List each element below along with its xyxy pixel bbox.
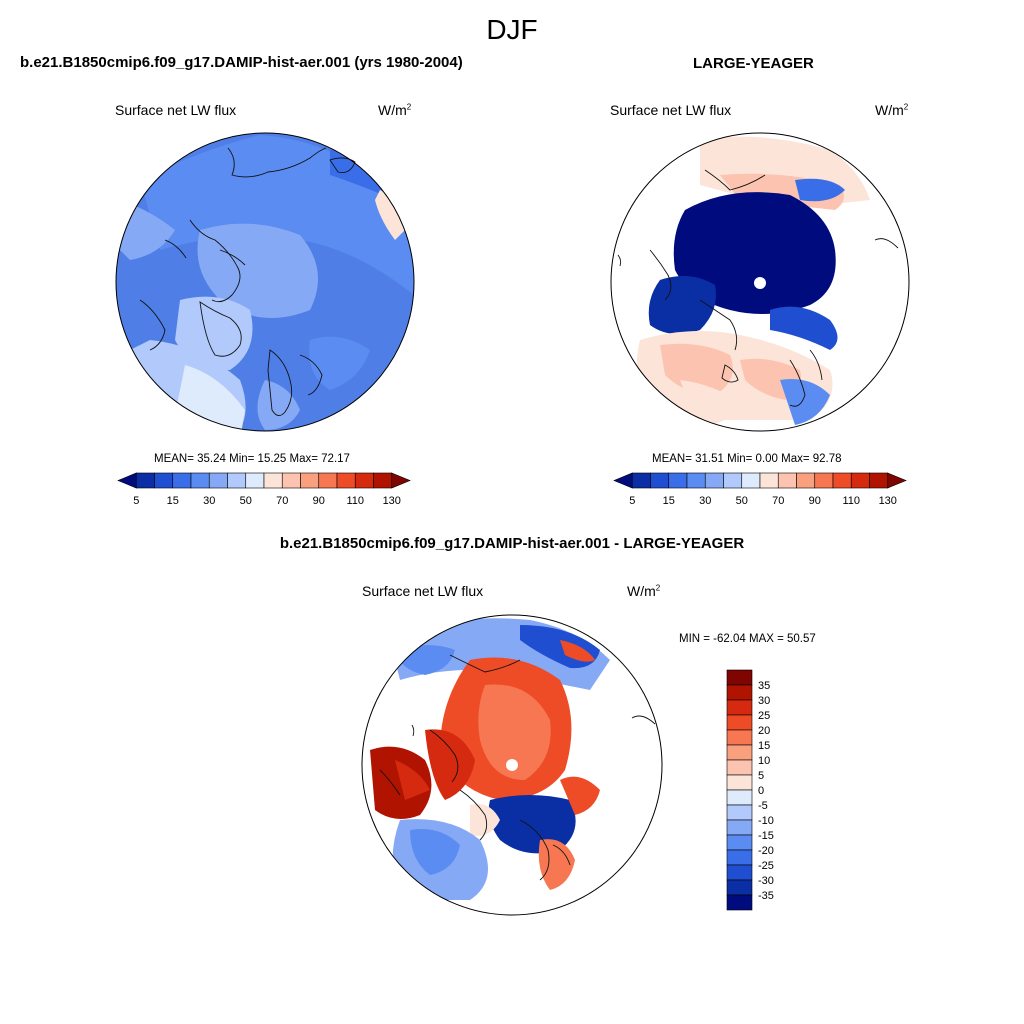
colorbar-diff-swatch xyxy=(726,789,753,806)
colorbar-panel2-swatch xyxy=(850,472,870,489)
colorbar-diff-swatch xyxy=(726,774,753,791)
colorbar-panel1-tick-label: 110 xyxy=(346,495,364,507)
colorbar-panel2-tick-label: 130 xyxy=(879,495,897,507)
colorbar-diff-tick-label: -10 xyxy=(758,815,774,827)
colorbar-panel1-swatch xyxy=(154,472,174,489)
panel1-title: b.e21.B1850cmip6.f09_g17.DAMIP-hist-aer.… xyxy=(20,54,463,71)
panel3-units: W/m2 xyxy=(627,583,661,599)
colorbar-panel1-swatch xyxy=(336,472,356,489)
colorbar-panel1: 5 15 30 50 70 90 110 130 xyxy=(117,472,411,507)
colorbar-diff-swatch xyxy=(726,684,753,701)
colorbar-diff-tick-label: -5 xyxy=(758,800,768,812)
colorbar-panel2-swatch xyxy=(759,472,779,489)
colorbar-diff-tick-label: 5 xyxy=(758,770,764,782)
colorbar-panel2-swatch xyxy=(832,472,852,489)
panel3-variable: Surface net LW flux xyxy=(362,583,484,599)
colorbar-panel1-swatch xyxy=(135,472,155,489)
colorbar-panel2-swatch xyxy=(668,472,688,489)
colorbar-diff-tick-label: 30 xyxy=(758,695,770,707)
panel2-title: LARGE-YEAGER xyxy=(693,55,814,72)
colorbar-diff-swatch xyxy=(726,864,753,881)
panel2-stats: MEAN= 31.51 Min= 0.00 Max= 92.78 xyxy=(652,453,842,465)
colorbar-panel1-tick-label: 70 xyxy=(276,495,288,507)
colorbar-panel2: 5 15 30 50 70 90 110 130 xyxy=(613,472,907,507)
colorbar-diff-swatch xyxy=(726,804,753,821)
colorbar-panel2-swatch xyxy=(741,472,761,489)
colorbar-diff-tick-label: 10 xyxy=(758,755,770,767)
colorbar-diff-swatch xyxy=(726,699,753,716)
panel3-stats: MIN = -62.04 MAX = 50.57 xyxy=(679,633,816,645)
colorbar-panel1-swatch xyxy=(318,472,338,489)
colorbar-diff-tick-label: 15 xyxy=(758,740,770,752)
colorbar-diff-swatch xyxy=(726,894,753,911)
panel3-map xyxy=(361,614,663,916)
colorbar-panel2-swatch xyxy=(704,472,724,489)
colorbar-panel2-tick-label: 70 xyxy=(772,495,784,507)
colorbar-diff: 35 30 25 20 15 10 5 0 -5 -10 -15 -20 -25 -30 -35 xyxy=(726,669,774,911)
colorbar-panel2-swatch xyxy=(869,472,889,489)
colorbar-panel1-swatch xyxy=(354,472,374,489)
colorbar-panel2-swatch xyxy=(686,472,706,489)
colorbar-diff-tick-label: -30 xyxy=(758,875,774,887)
panel2-map xyxy=(610,132,910,432)
colorbar-panel2-swatch xyxy=(777,472,797,489)
colorbar-panel2-swatch xyxy=(631,472,651,489)
colorbar-panel1-tick-label: 15 xyxy=(167,495,179,507)
colorbar-panel1-swatch xyxy=(373,472,393,489)
colorbar-panel1-tick-label: 50 xyxy=(240,495,252,507)
colorbar-diff-swatch xyxy=(726,849,753,866)
colorbar-diff-swatch xyxy=(726,714,753,731)
colorbar-diff-swatch xyxy=(726,669,753,686)
colorbar-diff-swatch xyxy=(726,729,753,746)
panel2-variable: Surface net LW flux xyxy=(610,102,732,118)
panel2-units: W/m2 xyxy=(875,102,909,118)
colorbar-panel1-swatch xyxy=(117,472,137,489)
panel1-map xyxy=(115,132,415,432)
colorbar-panel1-swatch xyxy=(391,472,411,489)
colorbar-panel1-swatch xyxy=(227,472,247,489)
colorbar-diff-tick-label: 0 xyxy=(758,785,764,797)
colorbar-diff-tick-label: -25 xyxy=(758,860,774,872)
colorbar-panel2-tick-label: 5 xyxy=(629,495,635,507)
colorbar-panel1-swatch xyxy=(281,472,301,489)
colorbar-diff-tick-label: -35 xyxy=(758,890,774,902)
colorbar-panel1-tick-label: 90 xyxy=(313,495,325,507)
colorbar-panel2-tick-label: 90 xyxy=(809,495,821,507)
colorbar-panel1-tick-label: 130 xyxy=(383,495,401,507)
colorbar-panel1-swatch xyxy=(263,472,283,489)
colorbar-panel1-tick-label: 5 xyxy=(133,495,139,507)
colorbar-panel1-tick-label: 30 xyxy=(203,495,215,507)
colorbar-diff-swatch xyxy=(726,819,753,836)
colorbar-panel2-swatch xyxy=(650,472,670,489)
colorbar-panel1-swatch xyxy=(208,472,228,489)
colorbar-panel1-swatch xyxy=(172,472,192,489)
colorbar-panel2-swatch xyxy=(796,472,816,489)
colorbar-diff-tick-label: 35 xyxy=(758,680,770,692)
colorbar-panel2-tick-label: 30 xyxy=(699,495,711,507)
colorbar-diff-tick-label: -20 xyxy=(758,845,774,857)
colorbar-diff-tick-label: 25 xyxy=(758,710,770,722)
colorbar-diff-swatch xyxy=(726,834,753,851)
panel1-units: W/m2 xyxy=(378,102,412,118)
season-title: DJF xyxy=(486,14,538,45)
colorbar-panel2-swatch xyxy=(887,472,907,489)
colorbar-panel1-swatch xyxy=(245,472,265,489)
colorbar-diff-tick-label: 20 xyxy=(758,725,770,737)
panel1-variable: Surface net LW flux xyxy=(115,102,237,118)
colorbar-panel1-swatch xyxy=(190,472,210,489)
colorbar-panel2-tick-label: 50 xyxy=(736,495,748,507)
colorbar-panel2-swatch xyxy=(613,472,633,489)
panel1-stats: MEAN= 35.24 Min= 15.25 Max= 72.17 xyxy=(154,453,350,465)
colorbar-diff-swatch xyxy=(726,744,753,761)
colorbar-panel2-swatch xyxy=(723,472,743,489)
colorbar-panel2-tick-label: 15 xyxy=(663,495,675,507)
colorbar-diff-swatch xyxy=(726,759,753,776)
colorbar-diff-swatch xyxy=(726,879,753,896)
colorbar-diff-tick-label: -15 xyxy=(758,830,774,842)
colorbar-panel2-tick-label: 110 xyxy=(842,495,860,507)
colorbar-panel1-swatch xyxy=(300,472,320,489)
panel3-title: b.e21.B1850cmip6.f09_g17.DAMIP-hist-aer.… xyxy=(279,535,745,552)
colorbar-panel2-swatch xyxy=(814,472,834,489)
